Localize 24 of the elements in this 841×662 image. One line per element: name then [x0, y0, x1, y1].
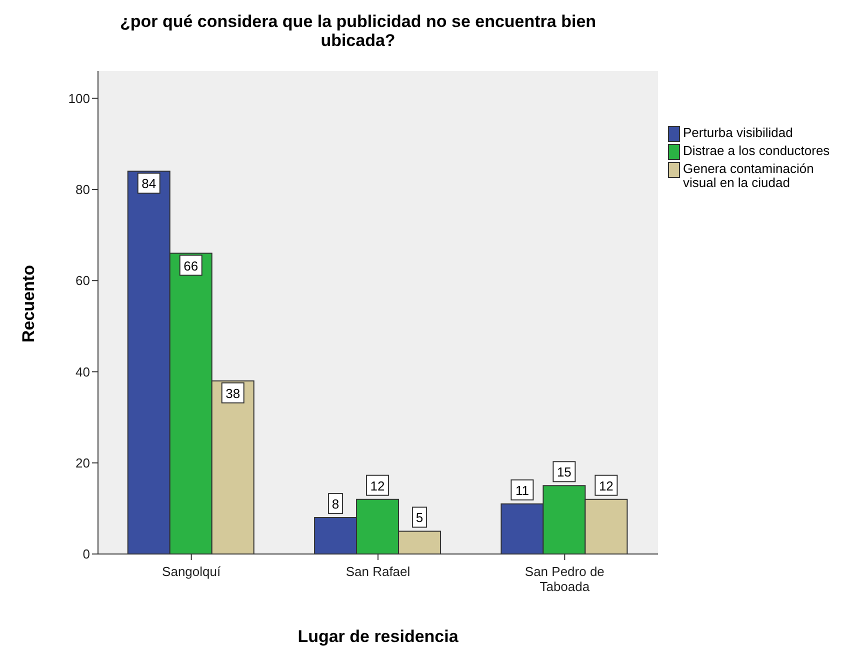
y-tick-label: 80 [76, 182, 90, 198]
x-tick-label: San Rafael [346, 564, 410, 579]
y-axis-title: Recuento [19, 265, 38, 342]
y-tick-label: 40 [76, 364, 90, 380]
data-label: 11 [515, 482, 529, 498]
data-label: 84 [142, 176, 156, 192]
legend-label: Distrae a los conductores [683, 143, 830, 158]
y-tick-label: 100 [68, 90, 90, 106]
y-tick-label: 60 [76, 273, 90, 288]
x-tick-label: Sangolquí [162, 564, 221, 579]
data-label: 66 [184, 258, 198, 274]
data-label: 5 [416, 510, 424, 526]
x-axis-title: Lugar de residencia [298, 627, 459, 646]
y-tick-label: 20 [76, 455, 90, 470]
data-label: 38 [226, 386, 240, 401]
legend-label: Perturba visibilidad [683, 125, 793, 140]
chart-title: ¿por qué considera que la publicidad no se encuentra bien ubicada? [118, 12, 598, 50]
x-tick-label: San Pedro de Taboada [524, 564, 604, 594]
data-label: 15 [556, 464, 572, 480]
data-label: 12 [370, 478, 385, 494]
y-tick-label: 0 [82, 546, 90, 562]
data-label: 12 [598, 478, 614, 494]
legend-label: Genera contaminación visual en la ciudad [683, 161, 815, 190]
data-label: 8 [332, 496, 340, 512]
